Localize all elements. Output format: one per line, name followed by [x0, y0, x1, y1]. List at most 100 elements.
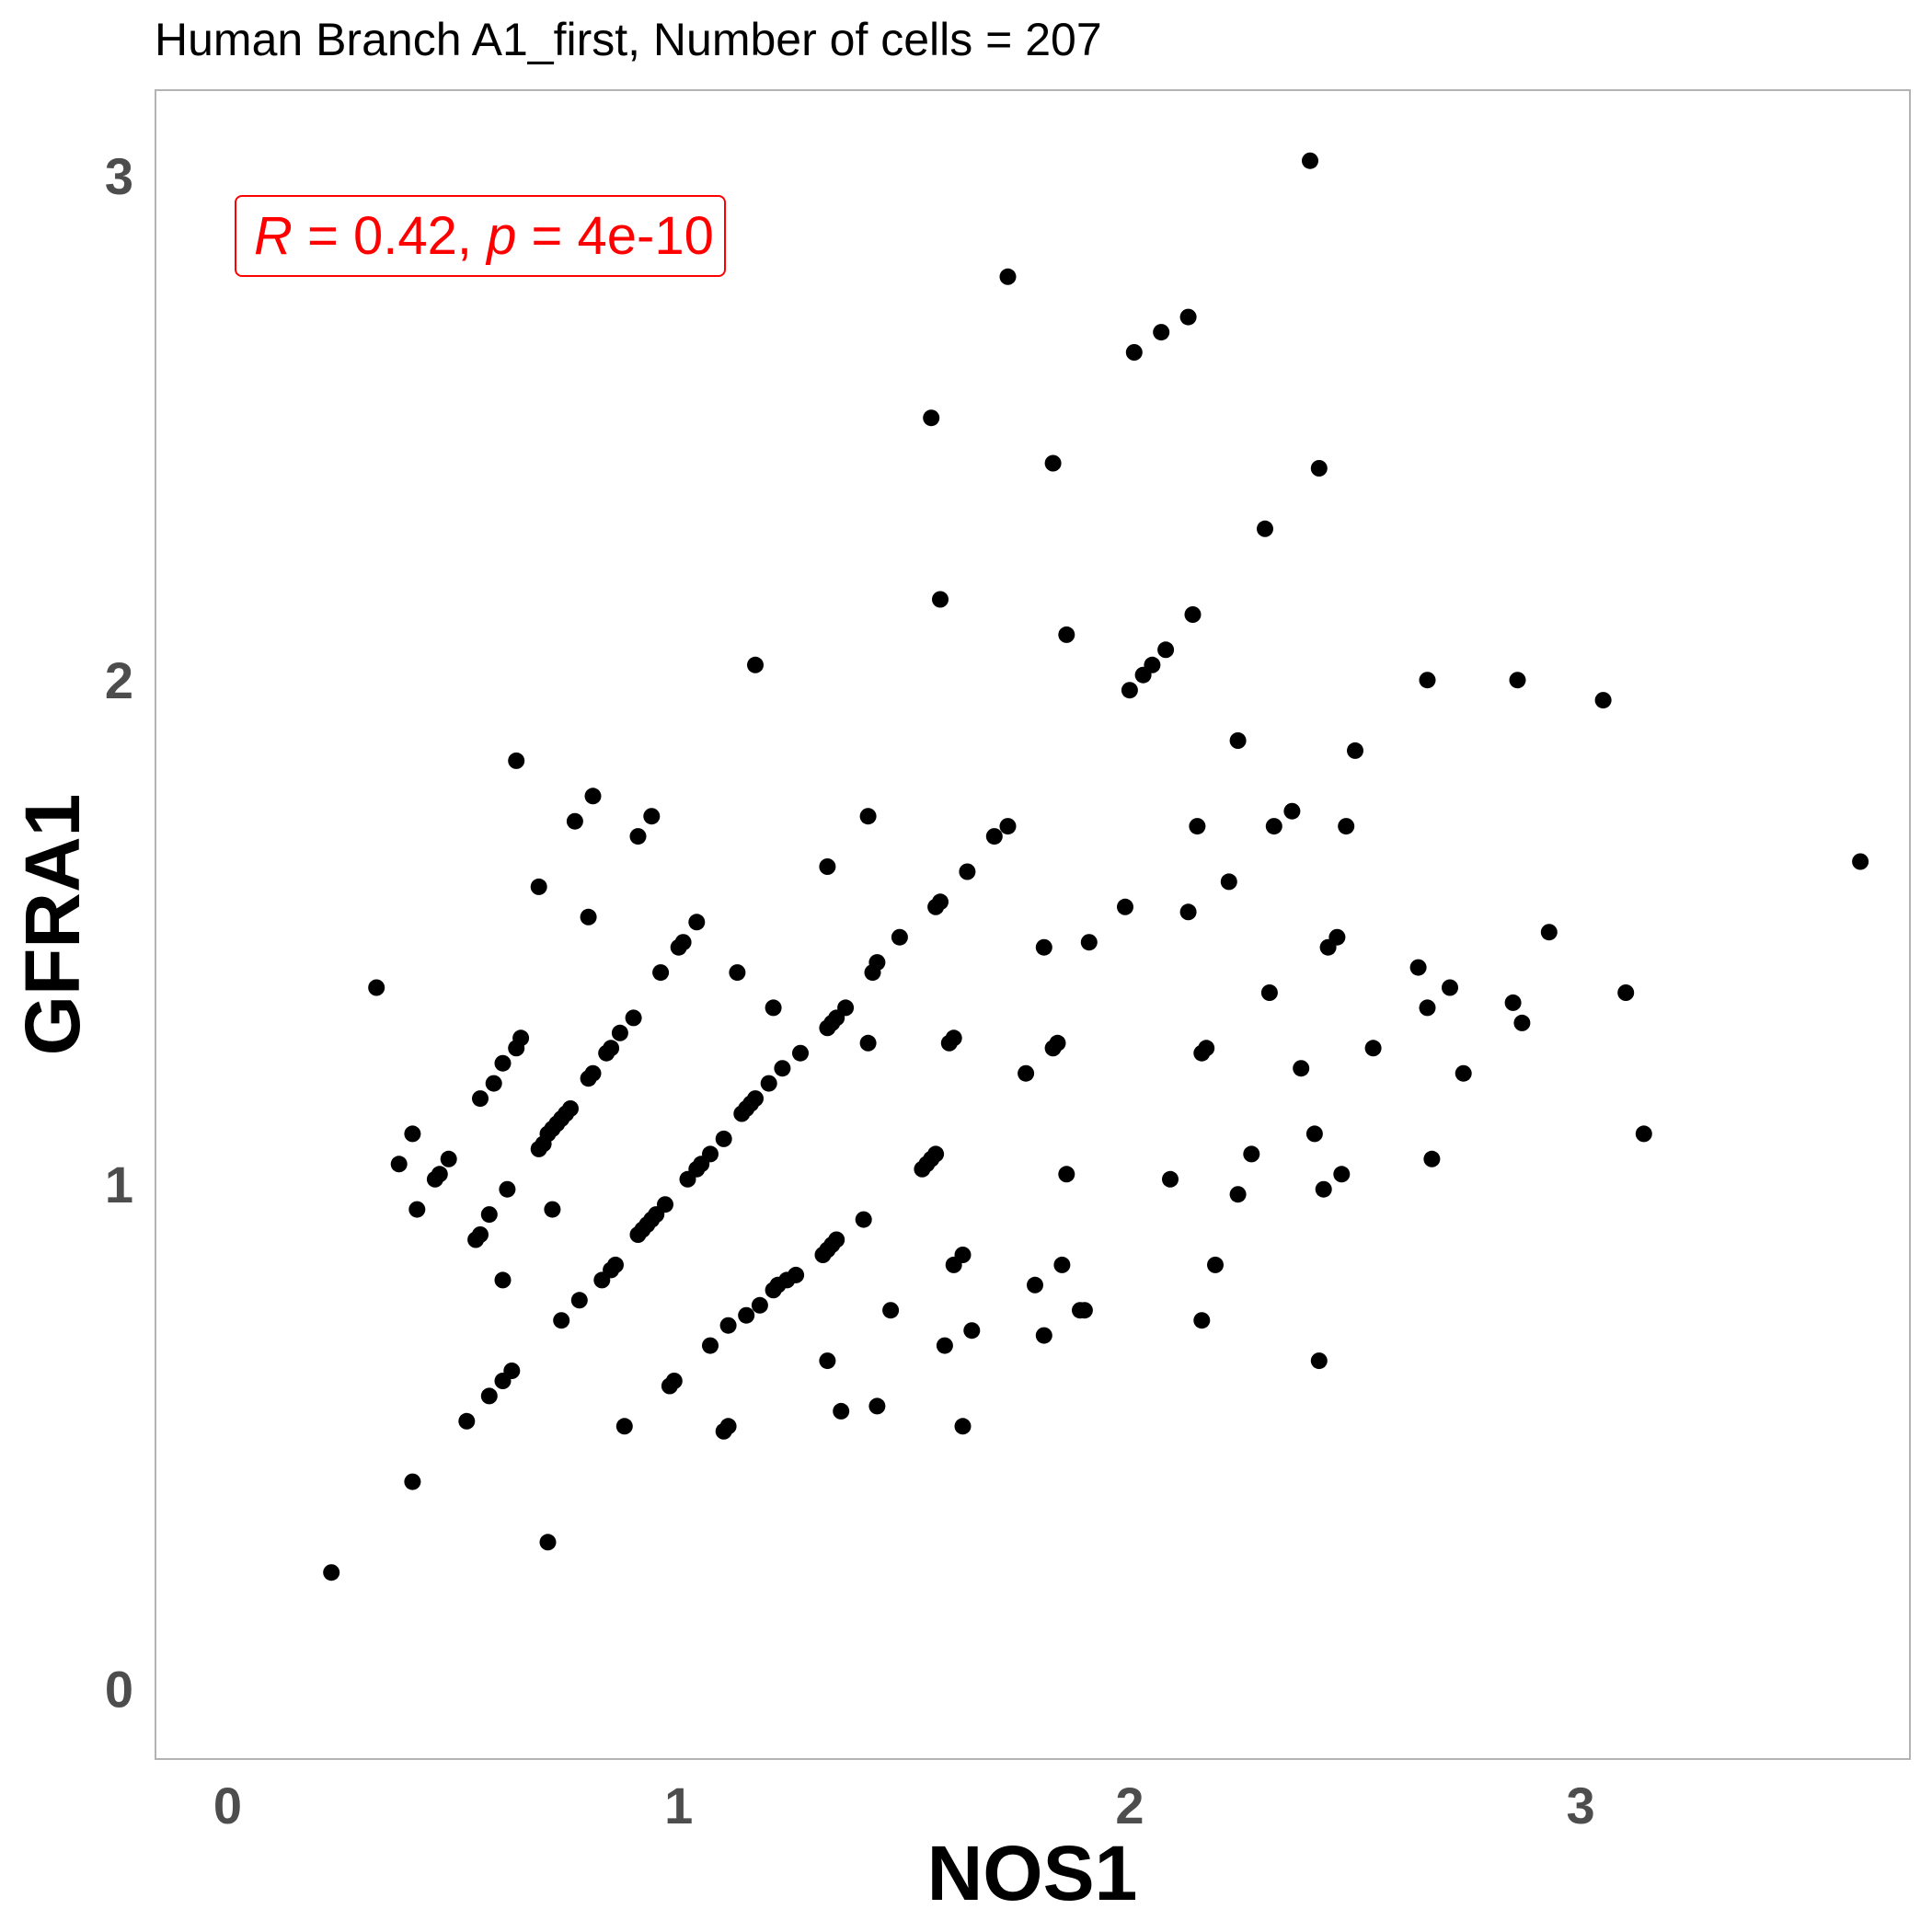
data-point: [1207, 1256, 1224, 1273]
data-point: [544, 1201, 561, 1218]
data-point: [719, 1418, 737, 1435]
data-point: [719, 1317, 737, 1334]
data-point: [954, 1418, 972, 1435]
y-axis-ticks: 0 1 2 3: [105, 147, 133, 1718]
data-point: [570, 1292, 588, 1309]
data-point: [702, 1145, 719, 1163]
data-point: [1293, 1060, 1310, 1077]
data-point: [1283, 802, 1301, 820]
data-point: [1193, 1312, 1211, 1329]
data-point: [715, 1130, 732, 1147]
r-label: R: [254, 206, 293, 266]
data-point: [788, 1266, 805, 1283]
data-point: [1310, 460, 1328, 477]
data-point: [1419, 999, 1436, 1017]
data-point: [566, 812, 583, 830]
data-point: [882, 1302, 900, 1319]
data-point: [607, 1256, 624, 1273]
data-point: [494, 1271, 512, 1289]
data-point: [1125, 344, 1143, 361]
data-point: [999, 268, 1017, 285]
data-point: [580, 908, 597, 926]
data-point: [1455, 1064, 1472, 1082]
data-point: [652, 964, 670, 982]
x-tick-label: 0: [213, 1777, 242, 1834]
data-point: [584, 788, 602, 805]
data-point: [1229, 732, 1247, 749]
data-point: [833, 1402, 850, 1420]
x-tick-label: 1: [664, 1777, 693, 1834]
data-point: [611, 1024, 628, 1041]
annotation-text: R = 0.42, p = 4e-10: [254, 206, 714, 266]
data-point: [553, 1312, 570, 1329]
data-point: [1058, 1166, 1075, 1183]
data-point: [747, 656, 764, 673]
data-point: [503, 1363, 521, 1379]
data-point: [1189, 818, 1206, 835]
data-point: [1179, 308, 1197, 326]
data-point: [999, 818, 1017, 835]
data-point: [1423, 1150, 1441, 1167]
data-point: [1333, 1166, 1351, 1183]
data-point: [1044, 454, 1062, 472]
data-point: [584, 1064, 602, 1082]
data-point: [760, 1075, 777, 1092]
data-point: [859, 808, 877, 825]
data-point: [738, 1306, 755, 1324]
data-point: [819, 1352, 836, 1370]
data-point: [959, 863, 976, 880]
data-point: [1035, 1327, 1052, 1344]
data-point: [1310, 1352, 1328, 1370]
data-point: [1409, 959, 1427, 976]
data-point: [1049, 1034, 1066, 1052]
data-point: [1153, 324, 1170, 341]
data-point: [1117, 898, 1133, 915]
data-point: [985, 828, 1003, 845]
r-value: 0.42: [353, 206, 457, 266]
data-point: [494, 1054, 512, 1072]
data-point: [1162, 1170, 1179, 1188]
y-tick-label: 0: [105, 1660, 133, 1718]
data-point: [629, 828, 647, 845]
data-point: [1635, 1125, 1652, 1143]
data-point: [408, 1201, 426, 1218]
x-axis-ticks: 0 1 2 3: [213, 1777, 1595, 1834]
data-point: [1302, 152, 1318, 169]
data-point: [665, 1373, 683, 1389]
x-tick-label: 3: [1567, 1777, 1595, 1834]
data-point: [963, 1322, 981, 1340]
data-point: [932, 893, 949, 911]
data-point: [625, 1009, 642, 1027]
data-point: [868, 1397, 886, 1415]
data-point: [499, 1180, 516, 1198]
data-point: [1509, 672, 1526, 689]
data-point: [1257, 520, 1273, 537]
y-tick-label: 1: [105, 1156, 133, 1213]
data-point: [1220, 873, 1237, 891]
data-point: [932, 591, 949, 608]
p-value: 4e-10: [578, 206, 714, 266]
data-point: [1179, 903, 1197, 921]
data-point: [936, 1337, 953, 1354]
data-point: [1504, 994, 1522, 1011]
plot-panel-border: [155, 89, 1911, 1760]
data-point: [1265, 818, 1282, 835]
data-point: [1144, 656, 1161, 673]
data-point: [657, 1196, 673, 1213]
data-point: [1305, 1125, 1323, 1143]
points-layer: [323, 152, 1869, 1581]
data-point: [603, 1040, 620, 1057]
data-point: [1513, 1014, 1531, 1031]
data-point: [1198, 1040, 1215, 1057]
data-point: [855, 1211, 872, 1228]
data-point: [891, 928, 908, 946]
data-point: [1229, 1186, 1247, 1203]
data-point: [472, 1226, 489, 1243]
data-point: [1338, 818, 1355, 835]
data-point: [927, 1145, 945, 1163]
data-point: [1540, 924, 1558, 941]
data-point: [674, 934, 692, 951]
data-point: [1347, 742, 1363, 759]
x-axis-title: NOS1: [927, 1830, 1138, 1916]
data-point: [1315, 1180, 1332, 1198]
